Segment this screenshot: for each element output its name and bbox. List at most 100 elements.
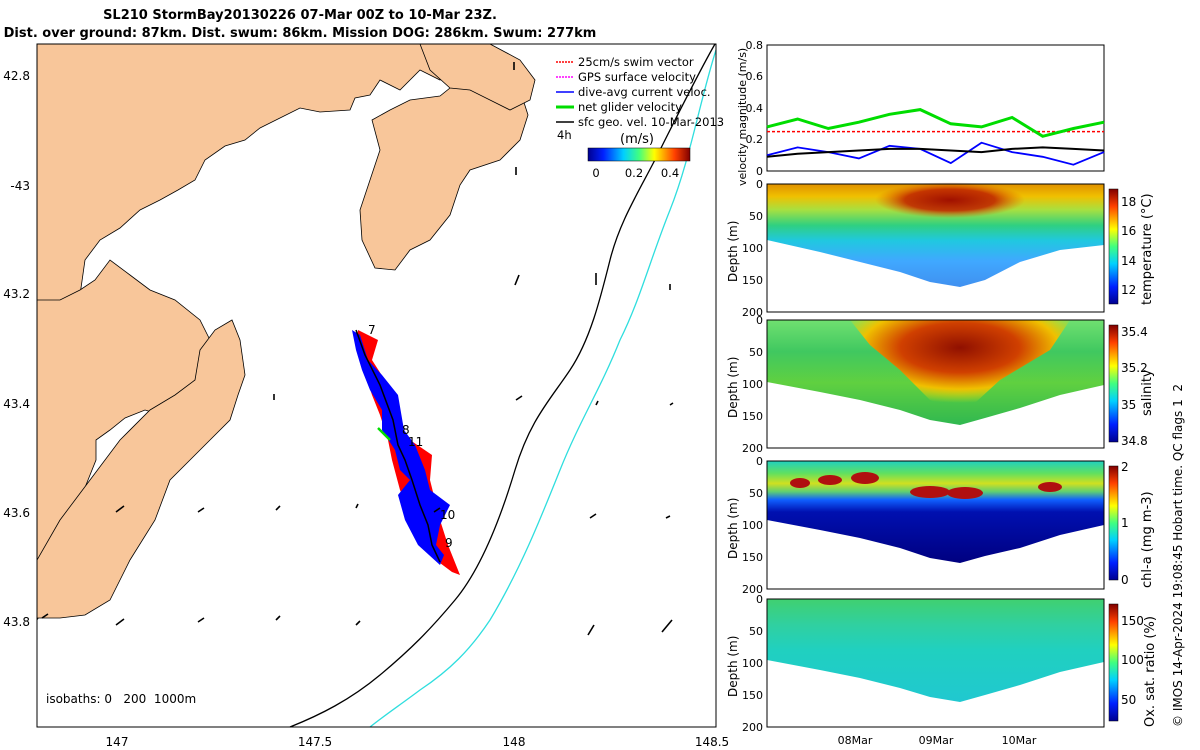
chart-title: SL210 StormBay20130226 07-Mar 00Z to 10-… [103,8,497,23]
chl-colorbar-tick: 0 [1121,573,1129,587]
velocity-series [766,108,1105,166]
depth-tick: 100 [742,242,763,255]
salinity-depth-ticks: 0 50 100 150 200 [742,314,763,455]
legend-net: net glider velocity [578,100,682,114]
salinity-colorbar-tick: 35 [1121,398,1136,412]
oxygen-colorbar-tick: 100 [1121,653,1144,667]
depth-tick: 150 [742,551,763,564]
depth-tick: 150 [742,689,763,702]
chart-subtitle: Dist. over ground: 87km. Dist. swum: 86k… [3,26,597,41]
land-north [37,44,461,321]
map-panel: 7 8 11 10 9 147 147.5 148 148.5 42.8 -43… [3,43,729,749]
chl-maximum-patches [790,472,1062,499]
net-velocity-line [766,108,1105,138]
depth-tick: 50 [749,625,763,638]
chl-colorbar [1108,465,1119,581]
depth-tick: 0 [756,314,763,327]
depth-tick: 0 [756,178,763,191]
depth-tick: 100 [742,378,763,391]
chl-colorbar-label: chl-a (mg m-3) [1140,491,1155,588]
day-label: 11 [408,435,423,449]
velocity-y-ticks: 0 0.2 0.4 0.6 0.8 [746,39,764,178]
map-y-tick: 43.4 [3,397,30,411]
depth-tick: 50 [749,210,763,223]
temperature-colorbar-tick: 16 [1121,224,1136,238]
day-label: 10 [440,508,455,522]
map-y-tick: 43.8 [3,615,30,629]
geo-velocity-line [766,146,1105,158]
legend-swim: 25cm/s swim vector [578,55,694,69]
depth-tick: 50 [749,487,763,500]
salinity-panel [766,319,1119,449]
depth-tick: 0 [756,593,763,606]
legend-geo: sfc geo. vel. 10-Mar-2013 [578,115,724,129]
temperature-panel [766,182,1119,313]
map-colorbar-tick: 0 [592,166,599,180]
depth-tick: 200 [742,721,763,734]
chl-depth-ticks: 0 50 100 150 200 [742,455,763,596]
chl-section [767,461,1104,563]
depth-tick: 150 [742,274,763,287]
depth-tick: 50 [749,346,763,359]
glider-track [352,329,460,575]
map-x-tick: 147.5 [298,735,332,749]
map-y-tick: 43.6 [3,506,30,520]
depth-tick: 150 [742,410,763,423]
oxygen-colorbar-tick: 150 [1121,614,1144,628]
salinity-colorbar-tick: 35.4 [1121,325,1148,339]
temperature-colorbar-tick: 12 [1121,283,1136,297]
colorbar-ticks: 12 14 16 18 34.8 35 35.2 35.4 0 1 2 50 1… [1121,195,1148,707]
chl-ylabel: Depth (m) [726,497,740,559]
map-legend: 25cm/s swim vector GPS surface velocity … [556,55,724,180]
velocity-y-tick: 0.4 [746,102,764,115]
map-x-tick: 147 [106,735,129,749]
depth-tick: 200 [742,583,763,596]
temperature-ylabel: Depth (m) [726,220,740,282]
chl-colorbar-tick: 1 [1121,516,1129,530]
salinity-colorbar-tick: 34.8 [1121,434,1148,448]
map-y-tick: 42.8 [3,69,30,83]
legend-gps: GPS surface velocity [578,70,696,84]
time-x-ticks: 08Mar 09Mar 10Mar [838,734,1037,747]
velocity-y-tick: 0.8 [746,39,764,52]
oxygen-panel [766,598,1119,728]
map-y-ticks: 42.8 -43 43.2 43.4 43.6 43.8 [3,69,30,629]
time-x-tick: 08Mar [838,734,873,747]
oxygen-ylabel: Depth (m) [726,635,740,697]
depth-tick: 200 [742,306,763,319]
land-southeast [37,319,246,619]
day-label: 7 [368,323,376,337]
isobaths-label: isobaths: 0 200 1000m [46,692,196,706]
velocity-y-tick: 0 [756,165,763,178]
geo-velocity-arrows [41,62,674,636]
temperature-section [767,184,1104,287]
land-east-coast [419,44,536,111]
salinity-colorbar-tick: 35.2 [1121,361,1148,375]
oxygen-colorbar-tick: 50 [1121,693,1136,707]
map-x-tick: 148.5 [695,735,729,749]
chl-colorbar-tick: 2 [1121,460,1129,474]
current-vectors [352,330,450,565]
map-y-tick: 43.2 [3,287,30,301]
chl-panel [766,460,1119,590]
track-line [355,329,441,563]
map-y-tick: -43 [10,179,30,193]
salinity-colorbar [1108,324,1119,443]
temperature-colorbar [1108,188,1119,305]
net-velocity-mark [377,427,391,441]
velocity-y-tick: 0.6 [746,70,764,83]
isobath-200m [289,43,716,728]
depth-tick: 100 [742,519,763,532]
credit-text: © IMOS 14-Apr-2024 19:08:45 Hobart time.… [1171,384,1185,727]
map-x-tick: 148 [503,735,526,749]
salinity-colorbar-label: salinity [1140,369,1155,416]
temperature-colorbar-tick: 18 [1121,195,1136,209]
velocity-y-tick: 0.2 [746,133,764,146]
legend-extra: 4h [557,128,572,142]
oxygen-colorbar-label: Ox. sat. ratio (%) [1143,616,1158,727]
day-label: 9 [445,536,453,550]
velocity-ylabel: velocity magnitude (m/s) [736,47,749,186]
day-label: 8 [402,423,410,437]
current-velocity-line [766,141,1105,166]
